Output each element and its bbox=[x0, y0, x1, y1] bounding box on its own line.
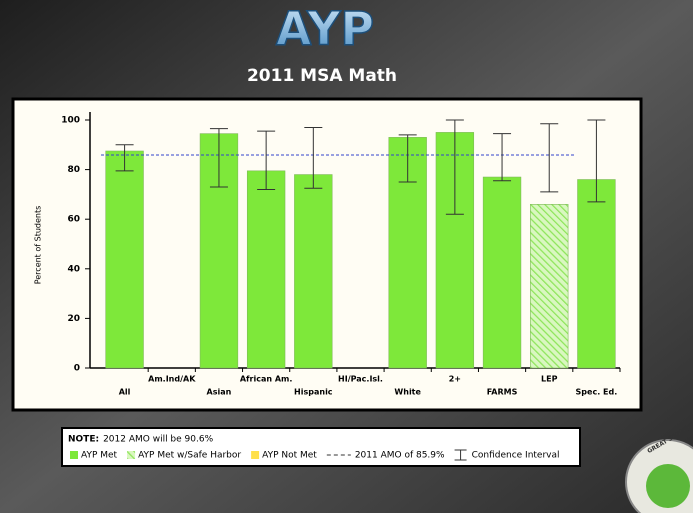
y-tick-label: 100 bbox=[61, 116, 80, 126]
legend-label: Confidence Interval bbox=[472, 451, 560, 461]
legend-label: AYP Met bbox=[81, 451, 118, 461]
y-tick-label: 40 bbox=[67, 264, 80, 274]
x-tick-label: Am.Ind/AK bbox=[148, 375, 196, 384]
x-tick-label: LEP bbox=[541, 375, 558, 384]
legend-swatch bbox=[70, 451, 78, 459]
legend-label: AYP Not Met bbox=[262, 451, 317, 461]
y-tick-label: 20 bbox=[67, 314, 80, 324]
bar bbox=[578, 180, 616, 368]
slide-title: AYP bbox=[276, 2, 374, 56]
slide-subtitle: 2011 MSA Math bbox=[247, 66, 397, 86]
x-tick-label: Asian bbox=[207, 388, 232, 397]
logo-frog bbox=[646, 464, 690, 508]
x-tick-label: FARMS bbox=[487, 388, 518, 397]
x-tick-label: HI/Pac.Isl. bbox=[338, 375, 383, 384]
y-tick-label: 0 bbox=[74, 364, 80, 374]
x-tick-label: White bbox=[394, 388, 421, 397]
bar bbox=[106, 151, 144, 368]
bar bbox=[247, 171, 285, 368]
slide: AYP 2011 MSA Math Percent of Students NO… bbox=[0, 0, 693, 513]
x-tick-label: Hispanic bbox=[294, 388, 333, 397]
y-tick-label: 60 bbox=[67, 215, 80, 225]
legend-swatch bbox=[127, 451, 135, 459]
note-text: 2012 AMO will be 90.6% bbox=[103, 435, 214, 445]
x-tick-label: All bbox=[119, 388, 131, 397]
x-tick-label: Spec. Ed. bbox=[576, 388, 618, 397]
y-tick-label: 80 bbox=[67, 165, 80, 175]
bar bbox=[530, 204, 568, 368]
x-tick-label: 2+ bbox=[449, 375, 461, 384]
bar bbox=[483, 177, 521, 368]
bar bbox=[294, 175, 332, 368]
legend-label: AYP Met w/Safe Harbor bbox=[138, 451, 241, 461]
y-axis-label: Percent of Students bbox=[34, 206, 43, 285]
note-label: NOTE: bbox=[68, 435, 99, 445]
x-tick-label: African Am. bbox=[240, 375, 293, 384]
legend-label: 2011 AMO of 85.9% bbox=[355, 451, 445, 461]
legend-swatch bbox=[251, 451, 259, 459]
